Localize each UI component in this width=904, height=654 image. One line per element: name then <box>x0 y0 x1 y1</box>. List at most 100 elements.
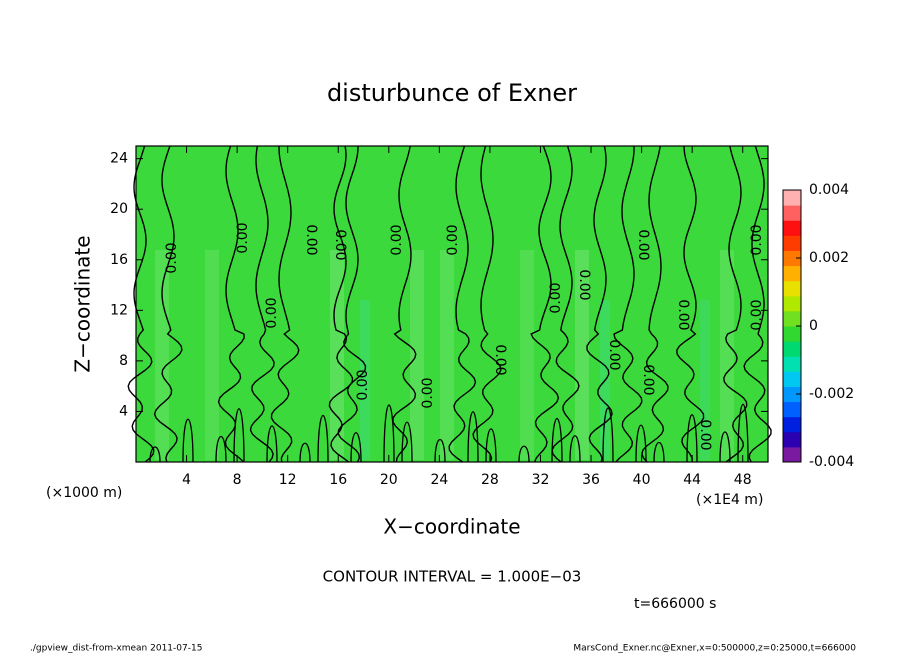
contour-label: 0.00 <box>264 297 280 328</box>
contour-line <box>686 414 698 463</box>
y-tick-label: 4 <box>119 403 128 419</box>
colorbar-segment <box>783 386 801 403</box>
contour-label: 0.00 <box>697 419 713 450</box>
x-unit-left: (×1000 m) <box>46 485 122 501</box>
x-tick-label: 40 <box>633 472 651 488</box>
contour-line <box>215 436 227 463</box>
contour-line <box>569 435 581 463</box>
contour-label: 0.00 <box>492 344 508 375</box>
x-tick-label: 44 <box>683 472 701 488</box>
colorbar-segment <box>783 341 801 357</box>
contour-line <box>249 145 275 463</box>
colorbar-segment <box>783 235 801 251</box>
contour-line <box>743 145 772 463</box>
contour-label: 0.00 <box>355 369 371 400</box>
field-streak <box>440 250 454 460</box>
contour-line <box>518 445 530 463</box>
contour-line <box>328 145 354 463</box>
y-tick-label: 24 <box>110 151 128 167</box>
colorbar-tick-label: 0.004 <box>809 182 849 198</box>
plot-area <box>127 145 772 463</box>
contour-line <box>737 403 749 463</box>
contour-interval: CONTOUR INTERVAL = 1.000E−03 <box>323 568 582 586</box>
contour-line <box>153 145 183 463</box>
contour-label: 0.00 <box>749 299 765 330</box>
contour-line <box>127 145 155 463</box>
y-tick-label: 20 <box>110 201 128 217</box>
contour-label: 0.00 <box>445 224 461 255</box>
x-tick-label: 24 <box>430 472 448 488</box>
colorbar-tick-label: -0.002 <box>809 386 854 402</box>
colorbar-segment <box>783 190 801 206</box>
chart-title: disturbunce of Exner <box>327 79 577 107</box>
contour-line <box>676 145 705 463</box>
x-tick-label: 28 <box>481 472 499 488</box>
contour-line <box>383 404 395 463</box>
y-tick-label: 8 <box>119 353 128 369</box>
x-tick-label: 20 <box>380 472 398 488</box>
contour-line <box>392 145 417 463</box>
contour-line <box>719 431 731 463</box>
contour-line <box>551 145 580 463</box>
contour-line <box>653 441 665 463</box>
contour-line <box>602 407 614 463</box>
field-streak <box>520 250 534 460</box>
x-tick-label: 48 <box>734 472 752 488</box>
contour-label: 0.00 <box>332 229 348 260</box>
footer-right: MarsCond_Exner.nc@Exner,x=0:500000,z=0:2… <box>573 644 856 654</box>
contour-line <box>337 145 367 463</box>
colorbar-segment <box>783 431 801 448</box>
contour-label: 0.00 <box>389 224 405 255</box>
x-tick-label: 32 <box>532 472 550 488</box>
x-tick-label: 16 <box>329 472 347 488</box>
contour-line <box>350 432 362 463</box>
colorbar-segment <box>783 401 801 418</box>
field-streak <box>155 250 169 460</box>
contour-line <box>434 439 446 463</box>
contour-label: 0.00 <box>235 222 251 253</box>
colorbar-tick-label: 0.002 <box>809 250 849 266</box>
x-tick-label: 8 <box>233 472 242 488</box>
field-streak <box>410 250 424 460</box>
contour-line <box>401 421 413 463</box>
x-unit-right: (×1E4 m) <box>696 492 763 508</box>
colorbar-segment <box>783 446 801 463</box>
contour-label: 0.00 <box>420 377 436 408</box>
contour-label: 0.00 <box>548 282 564 313</box>
contour-label: 0.00 <box>164 242 180 273</box>
colorbar-segment <box>783 356 801 372</box>
x-tick-label: 12 <box>279 472 297 488</box>
contour-line <box>586 145 613 463</box>
plot-frame <box>135 145 769 463</box>
field-streak <box>360 300 370 460</box>
contour-label: 0.00 <box>606 339 622 370</box>
field-streak <box>700 300 710 460</box>
field-streak <box>575 250 589 460</box>
y-axis-label: Z−coordinate <box>71 235 95 372</box>
colorbar-segment <box>783 326 801 342</box>
colorbar-segment <box>783 265 801 282</box>
colorbar-segment <box>783 416 801 433</box>
contour-line <box>472 145 502 463</box>
contour-line <box>613 146 643 463</box>
contour-line <box>233 408 245 463</box>
contour-line <box>530 145 560 463</box>
x-tick-label: 4 <box>182 472 191 488</box>
contour-line <box>641 145 669 463</box>
colorbar-tick-label: -0.004 <box>809 454 854 470</box>
y-tick-label: 16 <box>110 252 128 268</box>
contour-line <box>448 145 477 463</box>
contour-line <box>299 442 311 463</box>
contour-line <box>266 425 278 463</box>
colorbar-segment <box>783 310 801 327</box>
contour-label: 0.00 <box>749 224 765 255</box>
contour-line <box>182 418 194 463</box>
time-label: t=666000 s <box>634 596 716 612</box>
y-tick-label: 12 <box>110 302 128 318</box>
colorbar-segment <box>783 295 801 312</box>
field-streak <box>720 250 734 460</box>
contour-line <box>217 145 245 463</box>
contour-line <box>551 417 563 463</box>
contour-label: 0.00 <box>576 269 592 300</box>
